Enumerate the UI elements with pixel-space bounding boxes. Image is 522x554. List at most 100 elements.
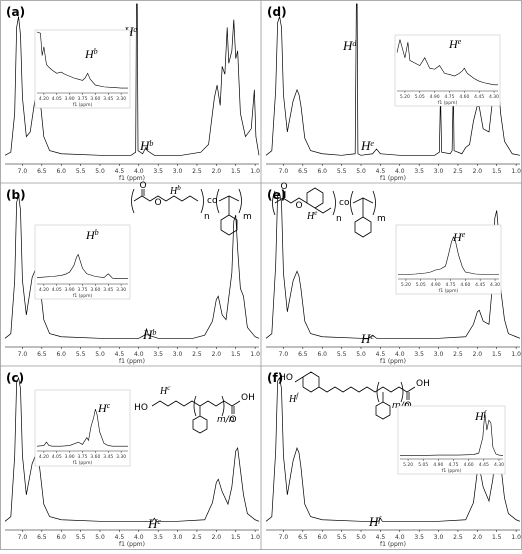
x-tick-label: 5.5 <box>337 351 347 358</box>
inset-spectrum-line <box>396 39 498 86</box>
inset-frame <box>34 224 131 300</box>
x-tick-label: 3.5 <box>153 351 163 358</box>
inset-x-tick-label: 4.60 <box>460 282 470 288</box>
structure-label: co <box>207 196 218 206</box>
x-tick-label: 2.5 <box>453 168 463 175</box>
spectrum-line <box>4 3 260 156</box>
spectrum-line <box>4 376 260 522</box>
x-tick-label: 2.0 <box>473 351 483 358</box>
x-tick-label: 2.5 <box>192 534 202 541</box>
x-axis-label: f1 (ppm) <box>380 358 406 365</box>
annotation-sup: f <box>378 515 382 524</box>
annotation: He <box>360 331 374 346</box>
x-tick-label: 2.5 <box>453 351 463 358</box>
annotation-text: H <box>142 327 153 342</box>
x-tick-label: 1.0 <box>250 168 260 175</box>
inset-x-tick-label: 5.05 <box>415 94 425 100</box>
x-tick-label: 4.0 <box>134 534 144 541</box>
x-tick-label: 4.0 <box>395 351 405 358</box>
inset: 5.20 5.05 4.90 4.75 4.60 4.45 4.30 f1 (ppm) He <box>394 34 501 107</box>
annotation: Hc <box>147 516 161 531</box>
x-tick-label: 3.0 <box>434 351 444 358</box>
x-axis-label: f1 (ppm) <box>380 541 406 548</box>
inset-spectrum-line <box>398 236 499 275</box>
structure-label: HO <box>134 403 148 413</box>
inset-x-tick-label: 4.90 <box>430 94 440 100</box>
structure-label: OH <box>241 393 255 403</box>
structure: O O n co m He <box>272 182 386 238</box>
inset-x-tick-label: 4.30 <box>489 94 499 100</box>
x-tick-label: 1.5 <box>231 534 241 541</box>
x-tick-label: 3.0 <box>173 534 183 541</box>
annotation-sup: f <box>484 409 488 418</box>
structure-label: m <box>243 212 252 222</box>
x-tick-label: 7.0 <box>279 351 289 358</box>
x-tick-label: 4.5 <box>376 534 386 541</box>
annotation-sup: e <box>370 332 374 341</box>
x-tick-label: 7.0 <box>18 168 28 175</box>
x-tick-label: 1.0 <box>511 168 521 175</box>
annotation: He <box>448 37 462 51</box>
x-tick-label: 5.5 <box>76 534 86 541</box>
inset-x-tick-label: 3.75 <box>77 287 87 293</box>
structure-h: Hf <box>288 392 299 405</box>
inset-x-tick-label: 3.60 <box>90 454 100 460</box>
inset: 4.20 4.05 3.90 3.75 3.60 3.45 3.30 f1 (ppm) Hc <box>34 389 131 467</box>
annotation-sup: b <box>95 228 99 237</box>
inset-x-tick-label: 5.20 <box>403 462 413 468</box>
panel: (d) 7.0 6.5 6.0 5.5 5.0 4.5 4.0 3.5 3.0 2.5 2.0 1.5 1… <box>265 3 521 182</box>
x-tick-label: 7.0 <box>279 534 289 541</box>
structure: HO m/n O OH Hc <box>134 384 255 434</box>
inset-x-tick-label: 4.60 <box>459 94 469 100</box>
inset: 5.20 5.05 4.90 4.75 4.60 4.45 4.30 f1 (ppm) He <box>395 224 502 295</box>
inset-x-tick-label: 5.20 <box>401 282 411 288</box>
spectrum-line <box>4 194 260 339</box>
x-tick-label: 3.0 <box>434 534 444 541</box>
annotation-sup: e <box>462 230 466 239</box>
annotation: He <box>452 230 466 244</box>
inset-x-tick-label: 4.30 <box>494 462 504 468</box>
x-tick-label: 3.5 <box>153 168 163 175</box>
structure: O O n co m Hb <box>131 181 252 236</box>
x-tick-label: 5.0 <box>356 168 366 175</box>
x-tick-label: 4.0 <box>395 168 405 175</box>
annotation-sup: e <box>370 139 374 148</box>
inset-x-tick-label: 4.90 <box>433 462 443 468</box>
x-tick-label: 4.5 <box>376 351 386 358</box>
inset-x-tick-label: 4.20 <box>39 454 49 460</box>
panel: O O n co m He (e) 7.0 6.5 6.0 5.5 5.0 4.5 4.0 3.… <box>265 182 521 365</box>
inset-x-tick-label: 4.60 <box>464 462 474 468</box>
inset-x-axis-label: f1 (ppm) <box>73 102 93 108</box>
x-tick-label: 2.0 <box>473 534 483 541</box>
annotation-text: H <box>139 138 150 153</box>
x-tick-label: 6.5 <box>37 534 47 541</box>
h-sup: f <box>296 392 299 400</box>
x-tick-label: 4.5 <box>376 168 386 175</box>
inset-x-tick-label: 5.05 <box>418 462 428 468</box>
x-tick-label: 2.0 <box>212 168 222 175</box>
x-tick-label: 7.0 <box>18 351 28 358</box>
inset: 5.20 5.05 4.90 4.75 4.60 4.45 4.30 f1 (ppm) Hf <box>397 405 506 475</box>
annotation: Hf <box>368 514 382 529</box>
annotation-text: H <box>474 409 485 423</box>
inset-x-tick-label: 5.20 <box>400 94 410 100</box>
annotation: Hb <box>85 228 99 242</box>
h-sup: e <box>314 209 317 217</box>
annotation: He <box>360 138 374 153</box>
inset-x-axis-label: f1 (ppm) <box>442 468 462 474</box>
inset-spectrum-line <box>36 253 128 279</box>
inset: 4.20 4.05 3.90 3.75 3.60 3.45 3.30 f1 (ppm) Hb <box>34 224 131 300</box>
annotation-text: H <box>368 514 379 529</box>
structure-label: m/n <box>217 415 235 425</box>
inset-x-tick-label: 3.90 <box>65 287 75 293</box>
inset-x-tick-label: 4.45 <box>479 462 489 468</box>
h-text: H <box>159 386 168 397</box>
x-tick-label: 6.0 <box>56 168 66 175</box>
x-axis-label: f1 (ppm) <box>119 541 145 548</box>
structure-label: n <box>204 212 210 222</box>
x-tick-label: 6.5 <box>298 168 308 175</box>
inset-x-tick-label: 4.75 <box>444 94 454 100</box>
inset-x-tick-label: 3.45 <box>103 454 113 460</box>
x-tick-label: 6.5 <box>298 351 308 358</box>
